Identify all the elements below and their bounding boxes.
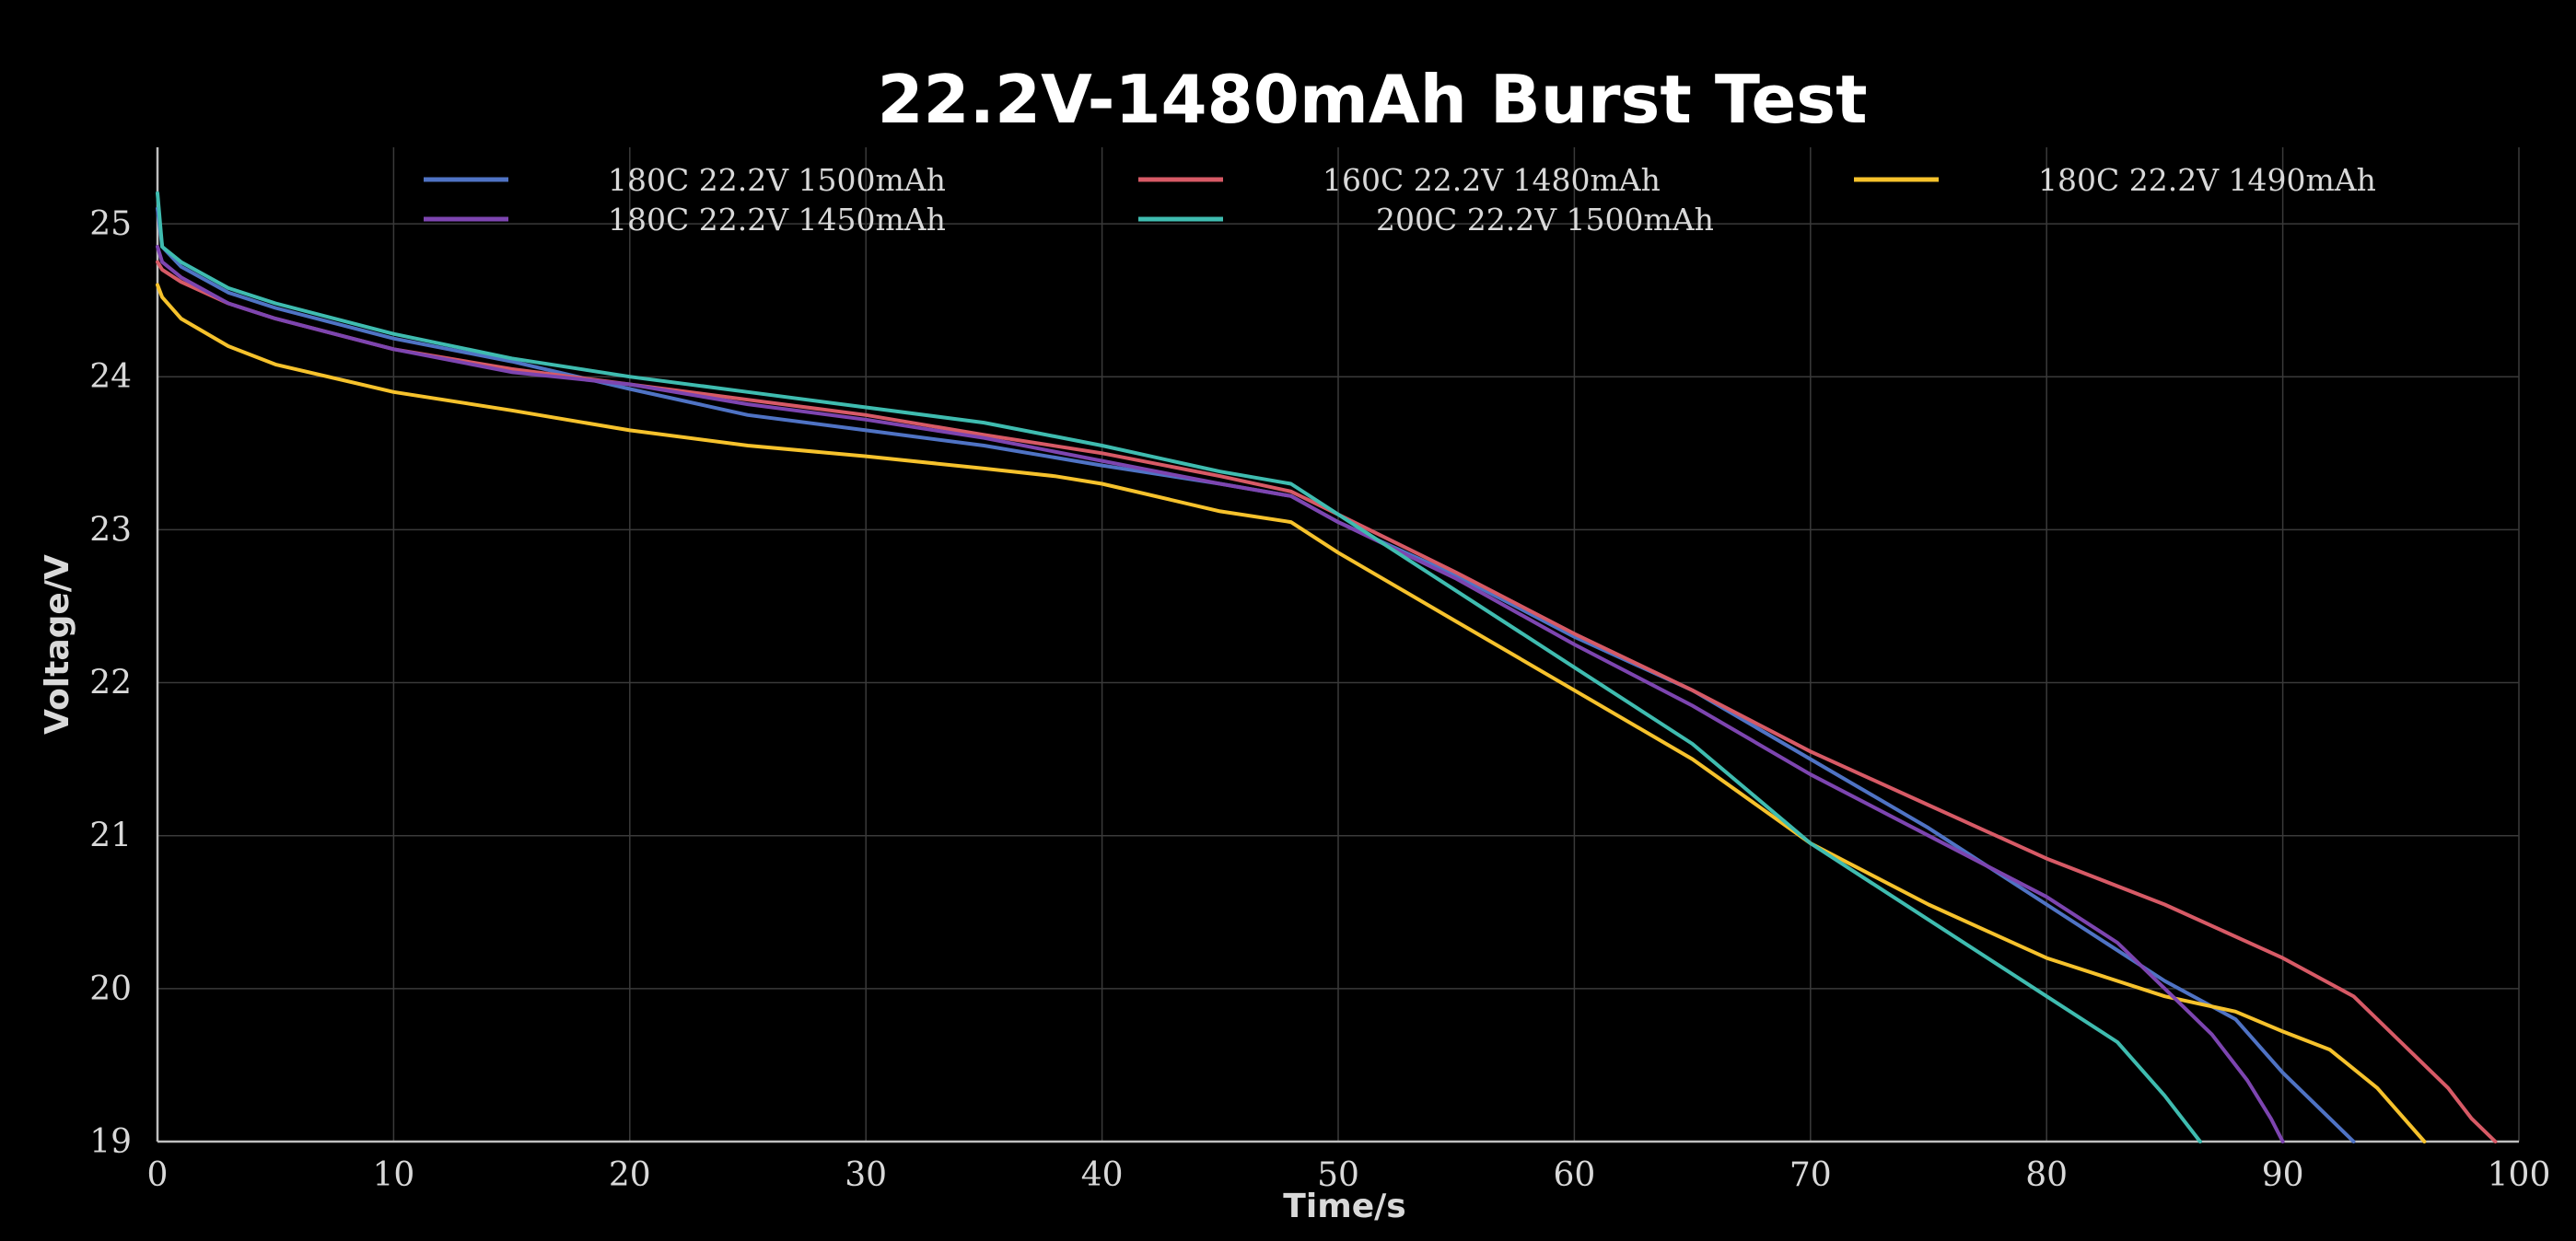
grid-layer — [157, 147, 2520, 1142]
y-tick-label: 23 — [89, 511, 132, 549]
legend-label: 160C 22.2V 1480mAh — [1323, 162, 1661, 198]
legend-item: 160C 22.2V 1480mAh — [1138, 162, 1661, 198]
x-tick-label: 50 — [1317, 1156, 1359, 1194]
legend-label: 200C 22.2V 1500mAh — [1376, 202, 1714, 238]
legend: 180C 22.2V 1500mAh 160C 22.2V 1480mAh 180C… — [424, 162, 2376, 238]
x-tick-label: 40 — [1081, 1156, 1124, 1194]
legend-label: 180C 22.2V 1500mAh — [608, 162, 946, 198]
legend-label: 180C 22.2V 1490mAh — [2038, 162, 2376, 198]
series-line-4 — [156, 245, 2285, 1143]
y-tick-label: 21 — [89, 818, 132, 855]
legend-item: 180C 22.2V 1500mAh — [424, 162, 946, 198]
x-tick-label: 70 — [1789, 1156, 1832, 1194]
x-tick-label: 0 — [147, 1156, 169, 1194]
y-tick-label: 25 — [89, 205, 132, 243]
x-axis-title: Time/s — [1283, 1188, 1405, 1225]
x-tick-label: 90 — [2262, 1156, 2304, 1194]
x-tick-label: 20 — [609, 1156, 651, 1194]
x-tick-label: 60 — [1553, 1156, 1595, 1194]
x-tick-label: 30 — [845, 1156, 887, 1194]
x-tick-label: 100 — [2488, 1156, 2551, 1194]
y-tick-label: 19 — [89, 1123, 132, 1161]
legend-item: 200C 22.2V 1500mAh — [1138, 202, 1714, 238]
series-line-3 — [156, 283, 2427, 1143]
y-tick-label: 22 — [89, 665, 132, 702]
legend-label: 180C 22.2V 1450mAh — [608, 202, 946, 238]
chart-title: 22.2V-1480mAh Burst Test — [877, 61, 1867, 138]
y-tick-label: 20 — [89, 970, 132, 1008]
y-tick-label: 24 — [89, 358, 132, 396]
legend-item: 180C 22.2V 1450mAh — [424, 202, 946, 238]
axes-layer: 0 10 20 30 40 50 60 70 80 90 100 19 20 21 22 23 24 25 — [89, 147, 2550, 1194]
y-axis-title: Voltage/V — [39, 554, 76, 735]
series-layer — [156, 191, 2498, 1143]
legend-item: 180C 22.2V 1490mAh — [1854, 162, 2376, 198]
x-tick-label: 10 — [372, 1156, 414, 1194]
x-tick-label: 80 — [2025, 1156, 2068, 1194]
series-line-5 — [156, 191, 2202, 1143]
